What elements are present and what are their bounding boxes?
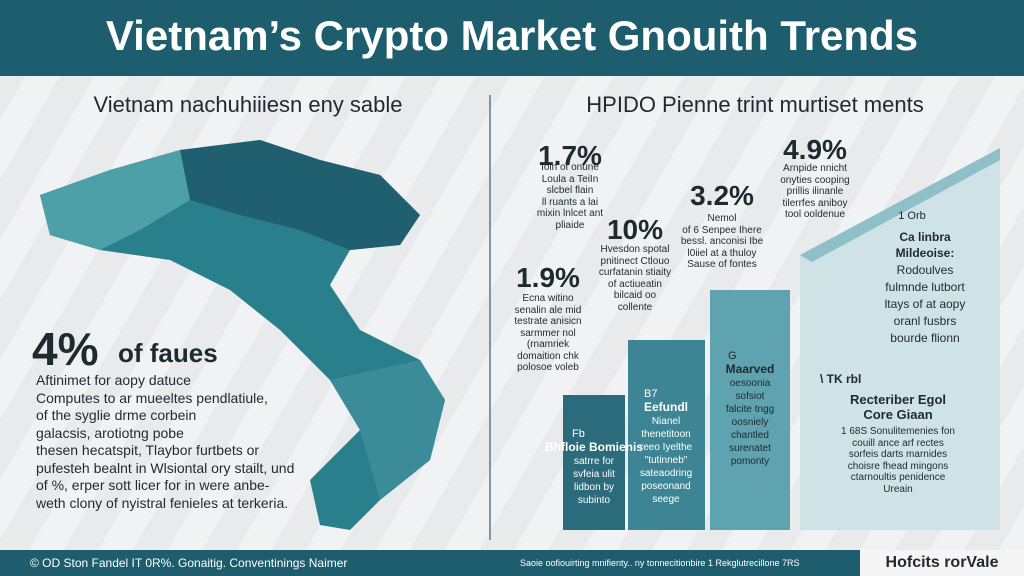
stat-value: 3.2% (690, 180, 754, 211)
step-text: ltays of at aopy (884, 297, 966, 311)
stat-value: 1.9% (516, 262, 580, 293)
step-sublabel: Mildeoise: (895, 246, 955, 260)
note-text: 1 68S Sonulitemenies fon (841, 426, 955, 437)
note-text: sorfeis darts marnides (848, 449, 948, 460)
step-tag: G (728, 350, 737, 362)
footer-brand-box (860, 550, 1024, 576)
stat-text: Ioin of onune (541, 162, 599, 173)
step-tag: 1 Orb (898, 210, 926, 222)
step-text: oosniely (731, 417, 769, 428)
stat-value: 10% (606, 214, 664, 245)
footer-brand: Hofcits rorVale (885, 554, 999, 571)
step-text: Nianel (651, 416, 681, 427)
stat-text: tilerrfes aniboy (782, 197, 848, 209)
stat-text: (rnamriek (526, 339, 570, 350)
step-text: thenetitoon (641, 429, 691, 440)
paragraph-line: pufesteh bealnt in Wlsiontal ory stailt,… (36, 459, 295, 476)
stat-text: Arnpide nnicht (783, 163, 847, 174)
paragraph-line: weth clony of nyistral fenieles at terke… (36, 494, 289, 511)
step-label: Maarved (725, 362, 775, 376)
step-text: bourde flionn (890, 331, 960, 345)
left-heading: Vietnam nachuhiiiesn eny sable (93, 92, 403, 117)
header-bar (0, 0, 1024, 76)
paragraph-line: thesen hecatspit, Tlaybor furtbets or (36, 442, 260, 458)
stat-text: prillis ilinanle (786, 186, 844, 197)
stat-text: slcbel flain (546, 185, 594, 196)
step-text: lidbon by (573, 482, 615, 493)
stat-text: mixin lnlcet ant (536, 208, 604, 219)
paragraph-line: Aftinimet for aopy datuce (36, 372, 191, 388)
stat-text: collente (617, 301, 653, 313)
step-text: svfeia ulit (573, 469, 615, 480)
stat-text: pnitinect Ctlouo (600, 255, 670, 267)
note-text: choisre fhead mingons (847, 460, 949, 472)
step-tag: B7 (644, 388, 658, 400)
step-text: reeo Iyelthe (639, 442, 693, 453)
step-label: Bhfloie Bomienis (544, 440, 644, 454)
paragraph-line: Computes to ar mueeltes pendlatiule, (36, 389, 268, 406)
note-title: Recteriber Egol (849, 392, 947, 407)
step-text: subinto (577, 495, 611, 506)
step-text: sofsiot (735, 391, 765, 402)
stat-text: Nemol (707, 213, 737, 224)
note-subtitle: Core Giaan (863, 407, 933, 422)
steps (563, 148, 1000, 530)
stat-text: of actiueatin (608, 278, 662, 290)
highlight-text: of faues (118, 338, 218, 368)
stat-text: sarmmer nol (520, 327, 576, 339)
note-text: couill ance arf rectes (852, 437, 944, 449)
note-tag: \ TK rbl (820, 372, 862, 386)
note-text: ctarnoultis penidence (850, 472, 946, 483)
stat-text: pliaide (555, 219, 585, 231)
stat-text: ll ruants a lai (541, 196, 599, 208)
stat-text: l0iiel at a thuloy (687, 247, 757, 259)
footer-bar (0, 550, 1024, 576)
step-text: surenatet (729, 443, 771, 454)
stat-text: Sause of fontes (687, 259, 757, 270)
stat-value: 1.7% (538, 140, 602, 171)
stat-text: Ecna witino (522, 293, 574, 304)
step-text: pomonty (730, 456, 770, 467)
stat-text: Loula a TeiIn (541, 173, 599, 185)
paragraph-line: of %, erper sott licer for in were anbe- (36, 477, 270, 493)
stat-text: bessl. anconisi Ibe (680, 236, 764, 247)
stat-text: curfatanin stiaity (598, 267, 672, 278)
step-text: satrre for (573, 456, 615, 467)
step-text: fulmnde lutbort (885, 280, 965, 294)
step-text: chantled (731, 430, 769, 441)
footer-left: © OD Ston Fandel IT 0R%. Gonaitig. Conve… (30, 556, 348, 570)
paragraph-line: galacsis, arotiotng pobe (36, 424, 184, 441)
paragraph-line: of the syglie drme corbein (36, 407, 197, 423)
footer-middle: Saoie oofiouirting mnifienty.. ny tonnec… (520, 558, 800, 568)
step-text: oesoonia (729, 378, 771, 389)
stat-text: polosoe voleb (517, 362, 579, 373)
step-text: poseonand (641, 481, 691, 492)
highlight-value: 4% (32, 323, 99, 375)
step-text: oranl fusbrs (893, 314, 957, 328)
stat-value: 4.9% (783, 134, 847, 165)
step-label: Ca linbra (899, 230, 951, 244)
stat-text: tool ooldenue (784, 209, 846, 220)
stat-text: domaition chk (517, 350, 579, 362)
stat-text: senalin ale mid (514, 304, 582, 316)
stat-text: onyties cooping (780, 174, 850, 186)
step-tag: Fb (572, 428, 585, 440)
title: Vietnam’s Crypto Market Gnouith Trends (105, 12, 919, 59)
step-label: Eefundl (644, 400, 688, 414)
step-text: Rodoulves (896, 263, 954, 277)
stat-text: bilcaid oo (613, 290, 657, 301)
right-heading: HPIDO Pienne trint murtiset ments (586, 92, 924, 117)
map (40, 140, 445, 530)
step-text: "tutinneb" (644, 455, 688, 466)
stat-text: Hvesdon spotal (600, 244, 670, 255)
note-text: Ureain (883, 483, 913, 495)
step-text: falcite tngg (725, 404, 775, 415)
step-text: seege (652, 494, 680, 505)
step-text: sateaodring (639, 468, 693, 479)
stat-text: testrate anisicn (514, 316, 582, 327)
stat-text: of 6 Senpee Ihere (682, 224, 762, 236)
